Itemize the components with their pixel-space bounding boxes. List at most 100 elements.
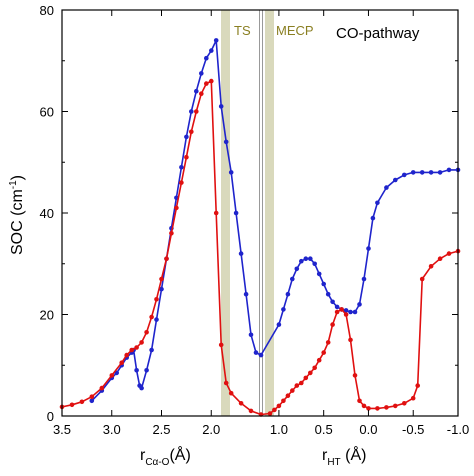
data-point-blue: [321, 281, 327, 287]
data-point-red: [339, 307, 344, 312]
data-point-red: [267, 411, 273, 416]
data-point-red: [393, 403, 398, 409]
data-point-red: [144, 330, 149, 335]
data-point-red: [352, 373, 358, 378]
series-line-blue: [91, 39, 458, 402]
data-point-red: [204, 81, 209, 86]
x-tick-label: 2.5: [152, 422, 170, 437]
data-point-blue: [343, 308, 349, 313]
data-point-red: [415, 383, 421, 388]
x-tick-label: 2.0: [202, 422, 220, 437]
data-point-blue: [330, 299, 335, 305]
data-point-red: [276, 403, 282, 409]
data-point-blue: [276, 322, 282, 327]
data-point-red: [119, 360, 124, 366]
data-point-blue: [184, 134, 189, 140]
data-point-red: [343, 312, 349, 317]
data-point-blue: [89, 398, 95, 404]
data-point-red: [109, 373, 115, 378]
x-tick-label: 0.0: [359, 422, 377, 437]
data-point-red: [154, 297, 159, 302]
data-point-blue: [375, 200, 380, 206]
data-point-red: [285, 393, 291, 399]
data-point-blue: [199, 71, 204, 76]
y-tick-label: 60: [40, 105, 54, 120]
axis-layer: 0 20 40 60 80 3.5 3.0 2.5 2.0 1.0 0.5 0.0 -0.5 -1.0: [40, 3, 470, 437]
data-point-blue: [204, 55, 209, 61]
data-point-blue: [209, 48, 214, 53]
x-tick-label: -0.5: [402, 422, 424, 437]
data-point-red: [79, 399, 85, 405]
data-point-red: [325, 340, 331, 345]
y-axis-title: SOC (cm-1): [8, 175, 26, 255]
data-point-red: [316, 357, 322, 363]
data-point-red: [303, 375, 309, 381]
x-tick-label: -1.0: [447, 422, 469, 437]
data-point-red: [299, 380, 304, 386]
data-point-red: [330, 322, 335, 327]
data-point-red: [366, 406, 371, 411]
data-point-red: [218, 342, 224, 348]
x-tick-label: 0.5: [315, 422, 333, 437]
data-point-red: [294, 383, 300, 388]
x-tick-label: 3.5: [53, 422, 71, 437]
x-axis-title-right: rHT (Å): [322, 445, 366, 468]
data-point-red: [228, 390, 234, 396]
data-point-blue: [325, 291, 331, 297]
data-point-red: [199, 91, 204, 96]
data-point-blue: [179, 165, 184, 170]
ts-band: [221, 10, 230, 416]
data-point-blue: [253, 350, 259, 355]
y-tick-label: 80: [40, 3, 54, 18]
data-point-blue: [357, 302, 362, 307]
data-point-red: [419, 276, 425, 282]
data-point-blue: [154, 317, 159, 322]
data-point-blue: [228, 170, 234, 175]
data-point-blue: [299, 258, 304, 264]
data-point-blue: [285, 291, 291, 297]
data-point-blue: [419, 170, 425, 175]
data-point-blue: [370, 215, 376, 221]
data-point-blue: [258, 352, 264, 358]
data-point-blue: [189, 109, 194, 114]
data-point-blue: [281, 307, 286, 312]
data-point-blue: [223, 139, 229, 145]
data-point-blue: [393, 177, 398, 183]
data-point-blue: [144, 368, 149, 373]
data-point-red: [402, 401, 407, 406]
data-point-blue: [437, 170, 443, 175]
data-point-blue: [290, 276, 295, 282]
data-point-red: [209, 78, 214, 84]
mecp-label: MECP: [276, 23, 314, 38]
data-point-red: [69, 402, 75, 408]
series-layer: [59, 38, 461, 417]
data-point-blue: [149, 347, 154, 353]
x-tick-label: 1.0: [270, 422, 288, 437]
ts-label: TS: [234, 23, 251, 38]
data-point-red: [149, 314, 154, 320]
data-point-blue: [316, 271, 322, 277]
data-point-blue: [366, 246, 371, 251]
data-point-red: [174, 205, 179, 211]
data-point-blue: [361, 276, 367, 282]
data-point-red: [184, 154, 189, 160]
data-point-red: [281, 398, 286, 404]
y-tick-label: 0: [47, 409, 54, 424]
data-point-red: [375, 406, 380, 411]
data-point-red: [194, 109, 199, 114]
mecp-band: [265, 10, 274, 416]
data-point-red: [384, 405, 389, 410]
data-point-red: [437, 256, 443, 262]
data-point-red: [272, 407, 277, 413]
data-point-red: [189, 129, 194, 135]
data-point-blue: [248, 332, 254, 338]
data-point-red: [139, 340, 144, 345]
data-point-blue: [233, 210, 239, 216]
data-point-blue: [159, 286, 164, 292]
data-point-red: [446, 251, 452, 256]
data-point-red: [99, 385, 105, 391]
y-tick-label: 40: [40, 206, 54, 221]
data-point-blue: [402, 172, 407, 178]
data-point-red: [248, 408, 254, 414]
